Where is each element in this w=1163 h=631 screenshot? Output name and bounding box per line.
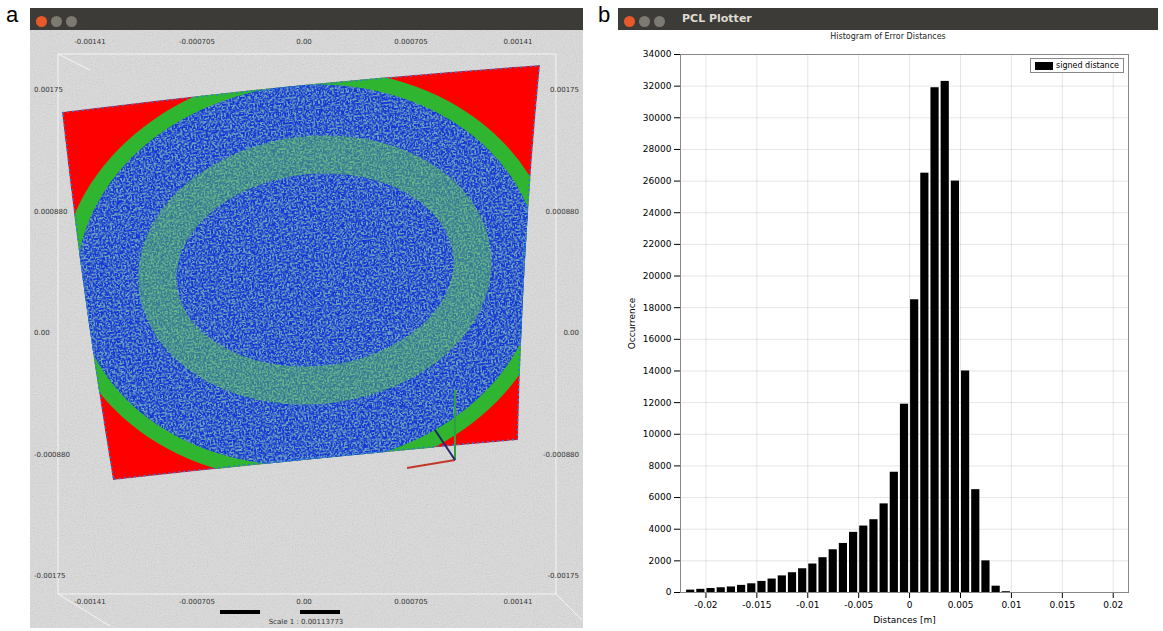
svg-text:0.000705: 0.000705 xyxy=(394,38,427,46)
svg-text:-0.00175: -0.00175 xyxy=(34,572,65,580)
svg-text:6000: 6000 xyxy=(649,492,672,502)
svg-text:Scale 1 : 0.00113773: Scale 1 : 0.00113773 xyxy=(269,618,344,626)
svg-text:20000: 20000 xyxy=(643,271,672,281)
svg-text:28000: 28000 xyxy=(643,144,672,154)
svg-text:-0.000880: -0.000880 xyxy=(543,451,579,459)
svg-text:-0.000705: -0.000705 xyxy=(179,38,215,46)
svg-text:Occurrence: Occurrence xyxy=(627,297,637,349)
svg-text:0.00: 0.00 xyxy=(34,329,50,337)
svg-text:-0.000880: -0.000880 xyxy=(34,451,70,459)
svg-text:0.00175: 0.00175 xyxy=(34,86,63,94)
svg-text:26000: 26000 xyxy=(643,176,672,186)
html-text:b: b xyxy=(598,2,611,27)
svg-text:0.000880: 0.000880 xyxy=(34,208,67,216)
html-text:a: a xyxy=(6,2,19,27)
svg-text:-0.02: -0.02 xyxy=(694,600,717,610)
svg-text:0.015: 0.015 xyxy=(1049,600,1075,610)
svg-text:10000: 10000 xyxy=(643,429,672,439)
svg-text:0.000705: 0.000705 xyxy=(394,598,427,606)
svg-text:-0.01: -0.01 xyxy=(796,600,819,610)
svg-text:-0.00141: -0.00141 xyxy=(74,38,105,46)
svg-text:0.005: 0.005 xyxy=(948,600,974,610)
svg-text:0.01: 0.01 xyxy=(1001,600,1021,610)
svg-text:30000: 30000 xyxy=(643,113,672,123)
svg-text:-0.015: -0.015 xyxy=(742,600,771,610)
svg-text:-0.000705: -0.000705 xyxy=(179,598,215,606)
svg-text:12000: 12000 xyxy=(643,397,672,407)
svg-text:16000: 16000 xyxy=(643,334,672,344)
svg-text:0.00: 0.00 xyxy=(296,38,312,46)
svg-text:34000: 34000 xyxy=(643,49,672,59)
svg-text:0: 0 xyxy=(907,600,913,610)
svg-text:0.02: 0.02 xyxy=(1103,600,1123,610)
html-text:signed distance: signed distance xyxy=(1056,61,1119,70)
svg-text:18000: 18000 xyxy=(643,303,672,313)
svg-text:0.00141: 0.00141 xyxy=(504,38,533,46)
svg-text:-0.005: -0.005 xyxy=(844,600,873,610)
svg-text:0.00141: 0.00141 xyxy=(504,598,533,606)
svg-text:0.00175: 0.00175 xyxy=(550,86,579,94)
svg-text:22000: 22000 xyxy=(643,239,672,249)
svg-text:-0.00141: -0.00141 xyxy=(74,598,105,606)
svg-text:0.000880: 0.000880 xyxy=(546,208,579,216)
html-text:PCL Plotter: PCL Plotter xyxy=(682,12,752,25)
svg-text:2000: 2000 xyxy=(649,556,672,566)
svg-text:14000: 14000 xyxy=(643,366,672,376)
html-text:Histogram of Error Distances: Histogram of Error Distances xyxy=(830,32,946,41)
svg-text:0.00: 0.00 xyxy=(563,329,579,337)
svg-text:24000: 24000 xyxy=(643,208,672,218)
svg-text:32000: 32000 xyxy=(643,81,672,91)
svg-text:-0.00175: -0.00175 xyxy=(548,572,579,580)
svg-text:0: 0 xyxy=(666,587,672,597)
svg-text:8000: 8000 xyxy=(649,461,672,471)
svg-text:0.00: 0.00 xyxy=(296,598,312,606)
svg-text:Distances [m]: Distances [m] xyxy=(873,615,936,625)
svg-text:4000: 4000 xyxy=(649,524,672,534)
